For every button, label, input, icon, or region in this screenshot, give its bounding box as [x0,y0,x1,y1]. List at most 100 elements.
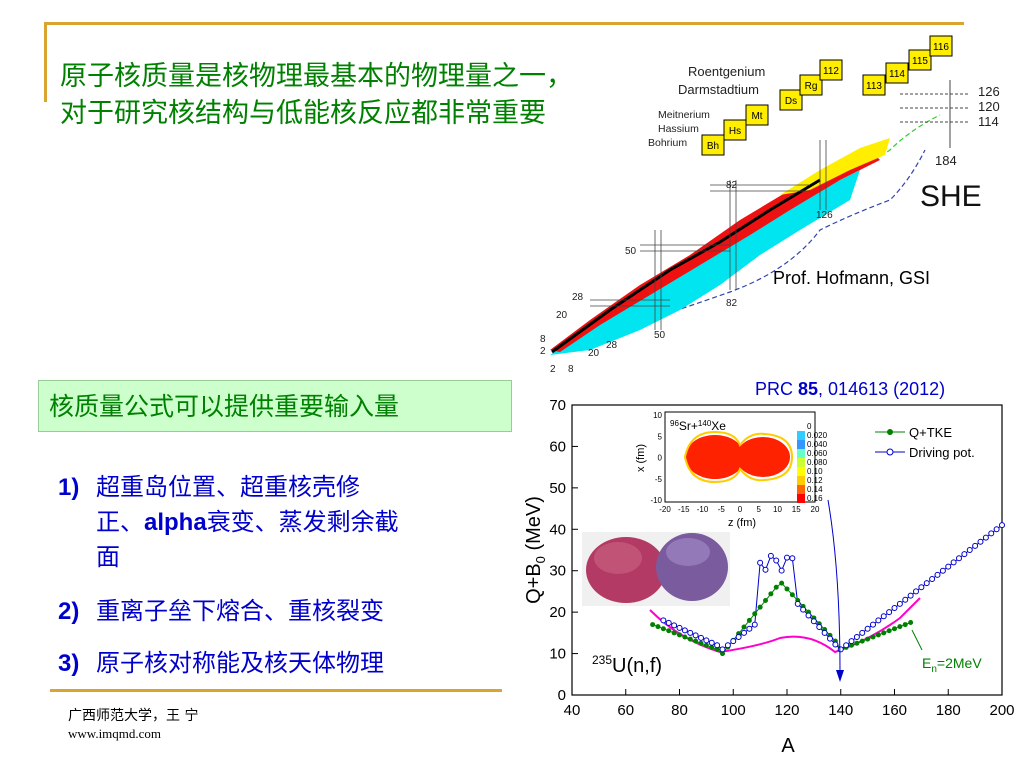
magic-number: 50 [625,246,637,257]
driving-pot-point [800,606,807,613]
footer-university: 广西师范大学，王 宁 [68,708,199,724]
formula-callout: 核质量公式可以提供重要输入量 [38,380,512,432]
inset-y-tick-label: 10 [653,411,662,420]
colorbar-label: 0.14 [807,485,823,494]
energy-label: En=2MeV [922,655,982,675]
nucleus-shape-image [582,532,730,606]
q-tke-point [886,628,892,634]
driving-pot-point [778,567,785,574]
q-tke-point [741,624,747,630]
x-tick-label: 140 [828,702,853,719]
x-tick-label: 100 [721,702,746,719]
colorbar-swatch [797,422,805,431]
left-rule [44,22,47,102]
driving-pot-point [730,638,737,645]
driving-pot-point [832,641,839,648]
driving-pot-point [918,584,925,591]
driving-pot-point [735,634,742,640]
q-tke-point [859,638,865,644]
driving-pot-point [864,625,871,632]
x-tick-label: 80 [671,702,688,719]
x-tick-label: 200 [989,702,1014,719]
colorbar-swatch [797,494,805,503]
q-tke-point [655,624,661,630]
q-tke-point [784,586,790,592]
driving-pot-point [950,559,957,566]
inset-arrow [827,499,841,673]
element-box-label: Ds [785,96,797,107]
q-tke-point [897,624,903,630]
q-tke-point [698,640,704,646]
driving-pot-point [880,613,887,620]
q-tke-point [746,617,752,623]
q-tke-point [757,604,763,610]
driving-pot-point [977,538,984,545]
colorbar-swatch [797,485,805,494]
driving-pot-point [853,634,860,640]
magic-number: 20 [556,310,568,321]
driving-pot-point [746,625,753,632]
magenta-curve [649,597,921,654]
item-text: 衰变、蒸发剩余截 [206,508,399,536]
q-tke-point [650,622,656,628]
element-name: Hassium [658,123,699,135]
inset-x-tick-label: 20 [811,505,820,514]
driving-pot-point [972,542,979,549]
driving-pot-point [676,624,683,631]
driving-pot-point [660,617,667,624]
y-tick-label: 10 [549,646,566,663]
colorbar-swatch [797,449,805,458]
q-tke-point [881,630,887,636]
colorbar-label: 0.16 [807,494,823,503]
element-box-label: Hs [729,126,741,137]
list-item-2: 2) 重离子垒下熔合、重核裂变 [58,594,384,629]
q-tke-point [854,640,860,646]
y-tick-label: 70 [549,397,566,414]
magic-number: 2 [540,346,546,357]
magic-number: 28 [572,292,584,303]
x-axis: 40 60 80 100 120 140 160 180 200 [564,689,1015,719]
q-tke-point [902,622,908,628]
q-tke-point [865,636,871,642]
magic-number: 28 [606,340,618,351]
x-tick-label: 60 [617,702,634,719]
driving-pot-point [692,632,699,639]
driving-pot-point [805,612,812,619]
q-tke-point [709,644,715,650]
q-tke-point [892,626,897,632]
item-number: 2) [58,598,80,625]
driving-pot-point [999,522,1005,529]
driving-pot-point [794,600,801,607]
driving-pot-point [848,638,855,645]
energy-arrow [911,629,923,651]
q-tke-point [687,636,693,642]
q-tke-point [660,626,666,632]
y-tick-label: 30 [549,563,566,580]
y-axis-label: Q+B0 (MeV) [523,496,548,604]
colorbar-label: 0.12 [807,476,823,485]
inset-x-tick-label: 0 [738,505,743,514]
q-tke-point [720,651,725,657]
inset-x-tick-label: 15 [792,505,801,514]
nuclide-band-yellow [780,138,890,195]
magic-number: 82 [726,180,738,191]
item-text: 重离子垒下熔合、重核裂变 [96,597,384,625]
inset-x-label: z (fm) [728,517,756,529]
list-item-1: 1) 超重岛位置、超重核壳修 正、alpha衰变、蒸发剩余截 面 [58,470,498,574]
element-box-label: 116 [933,42,949,53]
element-name: Meitnerium [658,109,710,121]
element-name: Bohrium [648,137,687,149]
item-text: 超重岛位置、超重核壳修 [96,473,360,501]
proton-magic-label: 126 [978,84,1000,99]
driving-pot-point [757,559,764,566]
colorbar-swatch [797,458,805,467]
slide-title: 原子核质量是核物理最基本的物理量之一，对于研究核结构与低能核反应都非常重要 [60,61,573,129]
inset-y-tick-label: -10 [650,496,662,505]
y-tick-label: 0 [558,687,566,704]
inset-x-tick-label: -15 [678,505,690,514]
driving-pot-point [762,566,769,573]
x-axis-label: A [781,735,795,757]
magic-number: 126 [816,210,833,221]
driving-pot-point [934,571,941,578]
footer-rule [50,689,502,692]
